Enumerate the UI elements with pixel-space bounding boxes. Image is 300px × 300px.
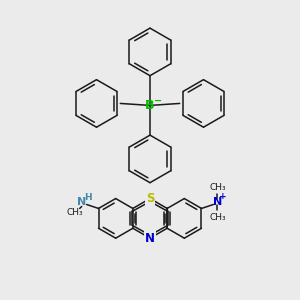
Text: H: H xyxy=(84,193,92,202)
Text: S: S xyxy=(146,192,154,205)
Text: CH₃: CH₃ xyxy=(66,208,83,217)
Text: B: B xyxy=(145,99,155,112)
Text: CH₃: CH₃ xyxy=(209,183,226,192)
Text: −: − xyxy=(154,95,162,106)
Text: N: N xyxy=(77,196,86,206)
Text: CH₃: CH₃ xyxy=(209,213,226,222)
Text: N: N xyxy=(145,232,155,245)
Text: N: N xyxy=(213,196,222,206)
Text: +: + xyxy=(220,192,227,201)
